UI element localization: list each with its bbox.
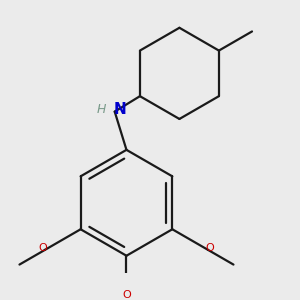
Text: O: O bbox=[122, 290, 131, 300]
Text: H: H bbox=[97, 103, 106, 116]
Text: N: N bbox=[114, 102, 126, 117]
Text: O: O bbox=[38, 243, 47, 254]
Text: O: O bbox=[205, 243, 214, 254]
